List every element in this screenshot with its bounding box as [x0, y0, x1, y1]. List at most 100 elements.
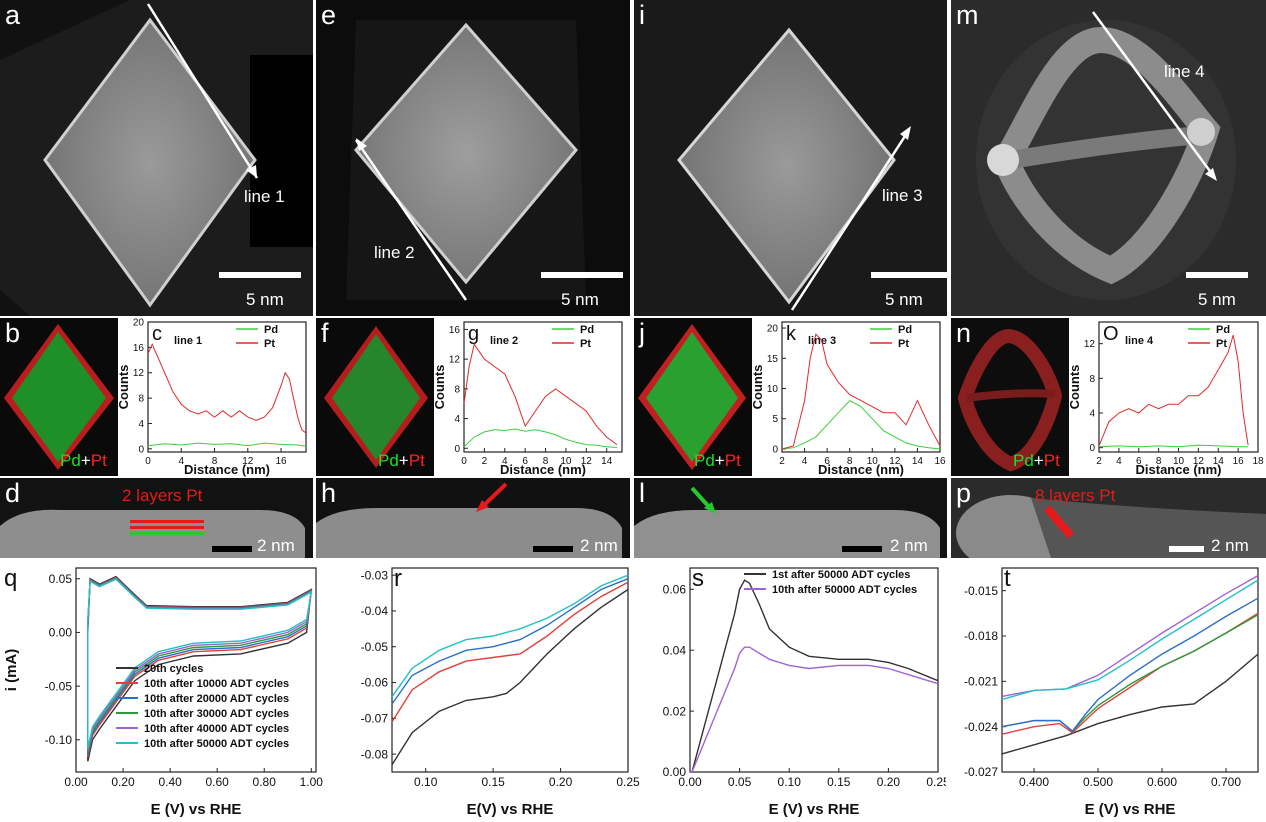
scale-bar-label: 5 nm: [561, 290, 599, 309]
x-tick-label: 0.15: [481, 775, 505, 789]
x-tick-label: 18: [1252, 456, 1264, 467]
x-axis-label: E (V) vs RHE: [151, 801, 242, 818]
x-tick-label: 0.15: [827, 775, 851, 789]
line-label: line 2: [490, 335, 518, 347]
x-tick-label: 16: [1233, 456, 1245, 467]
legend-entry: Pt: [898, 338, 909, 350]
x-tick-label: 14: [1213, 456, 1225, 467]
x-tick-label: 8: [212, 456, 218, 467]
series-line-0: [391, 588, 629, 766]
series-line-pd: [463, 428, 617, 448]
panel-letter: r: [394, 565, 402, 592]
y-tick-label: 10: [767, 384, 779, 395]
scale-bar-label: 5 nm: [246, 290, 284, 309]
x-tick-label: 0.80: [253, 775, 277, 789]
legend-pt: Pt: [90, 451, 107, 470]
eds-map-image: [0, 318, 118, 476]
y-tick-label: -0.018: [964, 629, 998, 643]
eds-map-image: [634, 318, 752, 476]
series-line-2: [1001, 614, 1259, 733]
legend-entry: Pd: [898, 324, 912, 336]
y-tick-label: 4: [454, 414, 460, 425]
y-axis-label: i (mA): [3, 649, 20, 692]
panel-letter: m: [956, 0, 979, 30]
edge-image: [0, 478, 313, 558]
chart-svg-t: 0.400 0.500 0.600 0.700 -0.027 -0.024 -0.021 -0…: [964, 565, 1259, 818]
scale-bar-label: 5 nm: [1198, 290, 1236, 309]
y-tick-label: -0.05: [361, 640, 389, 654]
panel-i-haadf-image: i line 3 5 nm: [634, 0, 947, 316]
x-tick-label: 2: [1096, 456, 1102, 467]
y-axis-label: Counts: [432, 365, 447, 410]
x-axis-label: Distance (nm): [1136, 462, 1222, 477]
x-tick-label: 0.25: [616, 775, 640, 789]
x-tick-label: 0.20: [111, 775, 135, 789]
x-tick-label: 0.400: [1019, 775, 1049, 789]
x-tick-label: 8: [543, 456, 549, 467]
panel-g-line-profile-chart: 0 2 4 6 8 10 12 14 0 4 8 12 16 Distance (nm) Counts g li…: [432, 318, 630, 477]
series-line-pd: [781, 399, 941, 450]
series-line-pd: [1098, 444, 1249, 448]
series-line-0: [1001, 653, 1259, 755]
x-axis-label: Distance (nm): [818, 462, 904, 477]
x-axis-label: E(V) vs RHE: [467, 801, 554, 818]
x-tick-label: 0.500: [1083, 775, 1113, 789]
panel-n-eds-map: n Pd+Pt: [951, 318, 1069, 476]
legend-entry: Pt: [580, 338, 591, 350]
series-line-1: [391, 581, 629, 723]
x-tick-label: 6: [1136, 456, 1142, 467]
edge-image: [634, 478, 947, 558]
line-label: line 4: [1125, 335, 1154, 347]
y-tick-label: 0: [138, 444, 144, 455]
y-tick-label: -0.03: [361, 568, 389, 582]
y-tick-label: 0.04: [663, 643, 687, 657]
x-tick-label: 10: [560, 456, 572, 467]
legend-entry: 10th after 10000 ADT cycles: [144, 678, 289, 690]
y-tick-label: -0.024: [964, 720, 998, 734]
legend-pt: Pt: [1043, 451, 1060, 470]
y-tick-label: -0.06: [361, 676, 389, 690]
y-tick-label: 16: [449, 325, 461, 336]
y-tick-label: 12: [1084, 339, 1096, 350]
y-tick-label: 8: [138, 394, 144, 405]
y-tick-label: 0.05: [49, 572, 73, 586]
legend-entry: Pd: [264, 324, 278, 336]
y-tick-label: 0: [772, 444, 778, 455]
y-tick-label: 0: [1089, 443, 1095, 454]
x-tick-label: 0.10: [414, 775, 438, 789]
y-tick-label: 12: [449, 355, 461, 366]
x-tick-label: 6: [824, 456, 830, 467]
line-label: line 1: [174, 335, 202, 347]
panel-m-image: [951, 0, 1266, 316]
y-axis-label: Counts: [750, 365, 765, 410]
legend-entry: 20th cycles: [144, 663, 203, 675]
x-tick-label: 8: [1156, 456, 1162, 467]
x-tick-label: 12: [889, 456, 901, 467]
y-tick-label: -0.021: [964, 675, 998, 689]
chart-svg-s: 0.00 0.05 0.10 0.15 0.20 0.25 0.00 0.02 0.04 0.06…: [663, 565, 950, 818]
y-tick-label: 12: [133, 368, 145, 379]
series-line-5: [1001, 579, 1259, 701]
legend-entry: 10th after 50000 ADT cycles: [144, 738, 289, 750]
x-tick-label: 16: [934, 456, 946, 467]
x-tick-label: 0.700: [1211, 775, 1241, 789]
x-tick-label: 0.05: [728, 775, 752, 789]
legend-plus: +: [1033, 451, 1044, 470]
chart-svg-r: 0.10 0.15 0.20 0.25 -0.08 -0.07 -0.06 -0.05 -0.0…: [361, 565, 640, 818]
x-axis-label: E (V) vs RHE: [769, 801, 860, 818]
plot-frame: [75, 567, 317, 773]
panel-p-edge-image: p 8 layers Pt 2 nm: [951, 478, 1266, 558]
map-legend: Pd+Pt: [1013, 451, 1060, 471]
panel-c-line-profile-chart: 0 4 8 12 16 0 4 8 12 16 20 Distance (nm) Counts c line…: [116, 318, 314, 477]
y-tick-label: 16: [133, 343, 145, 354]
panel-f-eds-map: f Pd+Pt: [316, 318, 434, 476]
panel-m-haadf-image: m line 4 5 nm: [951, 0, 1266, 316]
legend-plus: +: [80, 451, 91, 470]
x-axis-label: Distance (nm): [184, 462, 270, 477]
series-line-1st-after-50000-adt-cycles: [690, 579, 939, 773]
series-line-10th-after-50000-adt-cycles: [87, 578, 313, 749]
legend-entry: Pt: [264, 338, 275, 350]
panel-e-haadf-image: e line 2 5 nm: [316, 0, 630, 316]
x-tick-label: 4: [802, 456, 808, 467]
